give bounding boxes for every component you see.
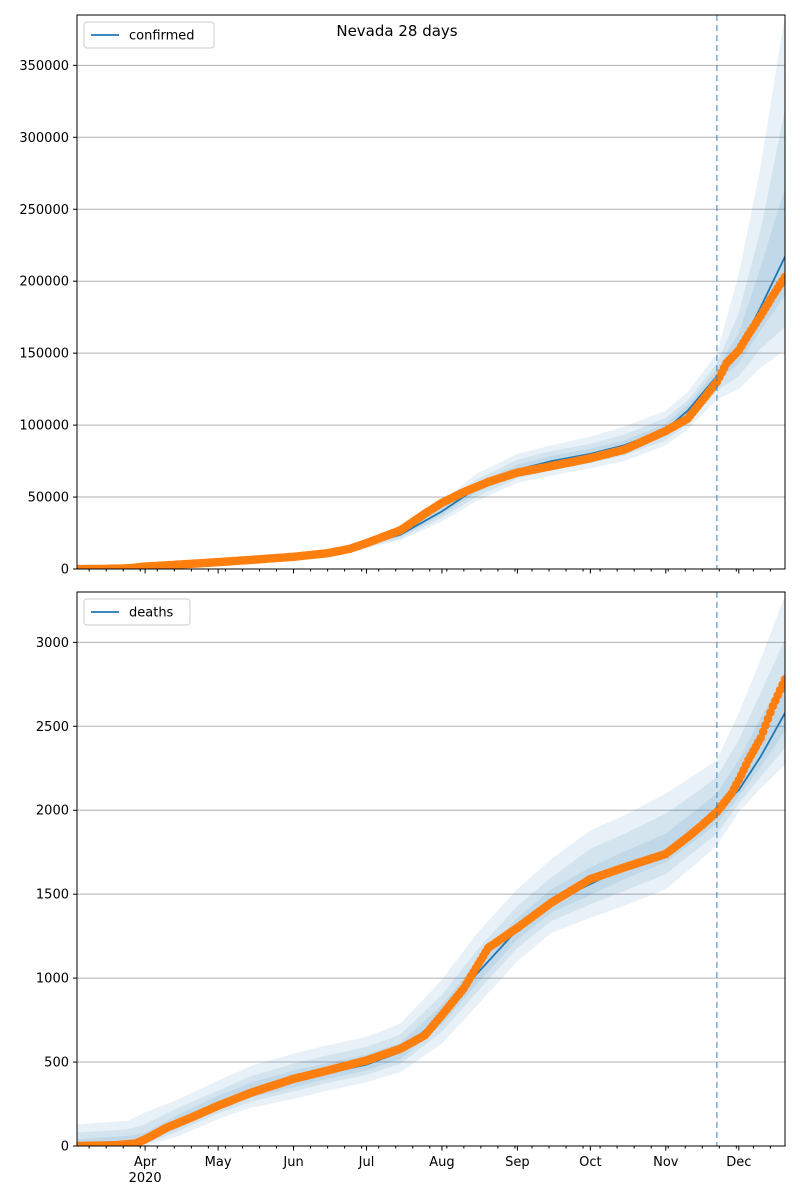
y-tick-label: 300000: [19, 131, 69, 146]
legend-label: deaths: [129, 606, 174, 621]
confidence-band-1: [77, 595, 785, 1146]
x-year-label: 2020: [129, 1171, 162, 1186]
legend: deaths: [83, 598, 191, 626]
y-tick-label: 150000: [19, 347, 69, 362]
figure-title: Nevada 28 days: [336, 22, 457, 40]
observed-point: [780, 272, 785, 282]
legend-label: confirmed: [129, 29, 195, 44]
y-tick-label: 0: [61, 563, 69, 578]
y-tick-label: 350000: [19, 59, 69, 74]
y-tick-label: 1500: [36, 888, 69, 903]
observed-point: [780, 675, 785, 684]
plot-area: [77, 595, 785, 1146]
y-tick-label: 1000: [36, 972, 69, 987]
legend-box: [83, 598, 191, 626]
legend: confirmed: [83, 21, 215, 49]
y-tick-label: 500: [44, 1056, 69, 1071]
observed-series: [77, 675, 785, 1146]
x-tick-label: May: [205, 1155, 232, 1170]
y-tick-label: 250000: [19, 203, 69, 218]
x-tick-label: Jun: [282, 1155, 303, 1170]
x-tick-label: Oct: [579, 1155, 601, 1170]
legend-box: [83, 21, 215, 49]
confirmed-panel: 0 50000 100000 150000 200000 250000 300000 3500…: [19, 14, 786, 578]
y-tick-label: 3000: [36, 636, 69, 651]
x-tick-label: Dec: [726, 1155, 751, 1170]
x-tick-label: Nov: [653, 1155, 679, 1170]
axes-frame: [76, 14, 786, 570]
axes-frame: [76, 591, 786, 1147]
deaths-panel: 0 500 1000 1500 2000 2500 3000 Apr May Jun Jul Aug S…: [36, 591, 786, 1186]
x-tick-label: Apr: [134, 1155, 157, 1170]
x-tick-label: Sep: [505, 1155, 530, 1170]
y-tick-label: 200000: [19, 275, 69, 290]
x-tick-label: Jul: [358, 1155, 375, 1170]
x-tick-label: Aug: [429, 1155, 454, 1170]
y-tick-label: 50000: [28, 491, 69, 506]
y-tick-label: 100000: [19, 419, 69, 434]
y-tick-label: 2000: [36, 804, 69, 819]
y-tick-label: 0: [61, 1140, 69, 1155]
y-tick-label: 2500: [36, 720, 69, 735]
